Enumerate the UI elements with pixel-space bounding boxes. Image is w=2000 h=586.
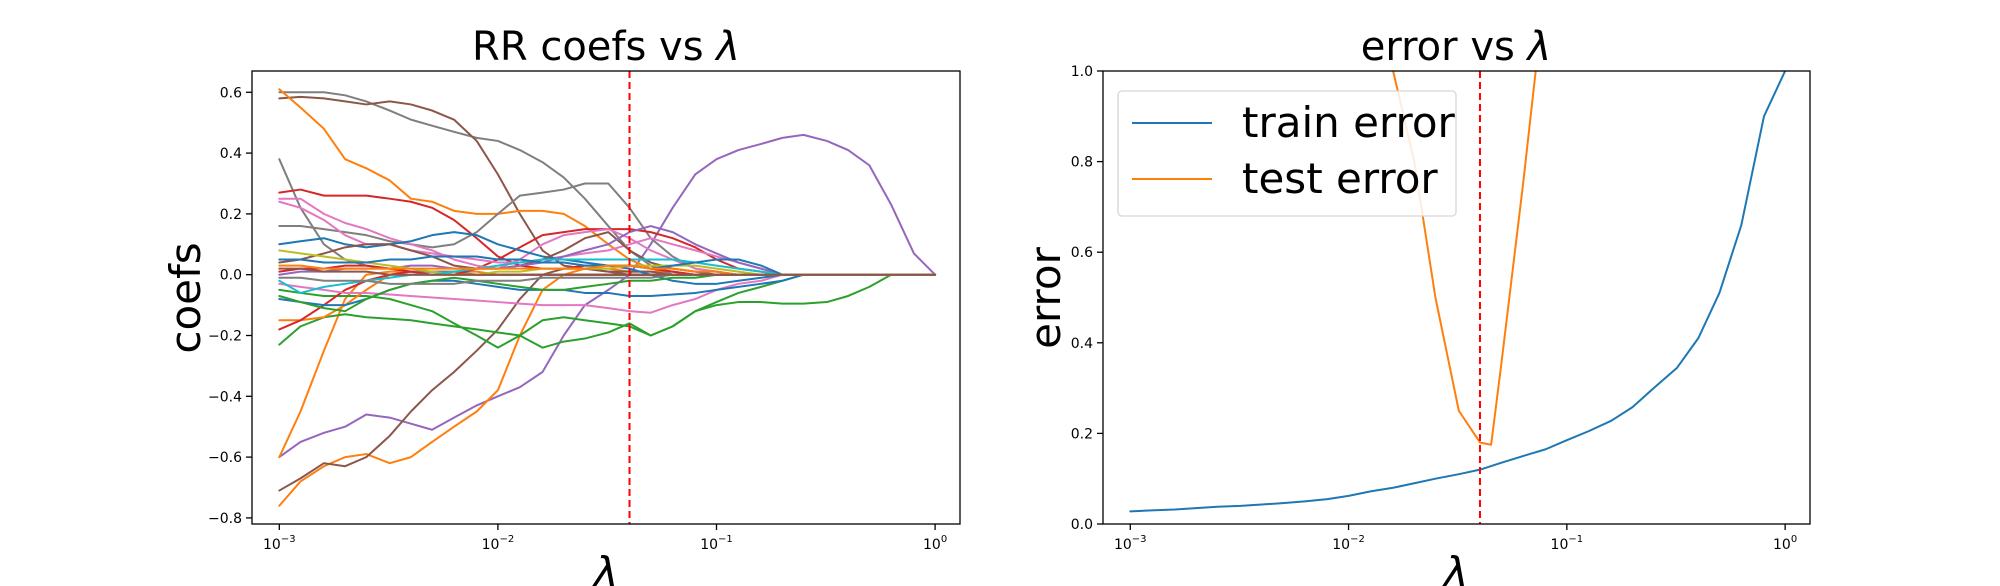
axes-frame — [1102, 70, 1811, 525]
chart-title-lambda: λ — [714, 24, 740, 70]
y-tick-label: −0.6 — [208, 450, 242, 466]
error-chart: error vs λ 10−3 10−2 10−1 100 0.00.20.40.60… — [1021, 24, 1811, 586]
coef-series-line-8 — [278, 270, 937, 331]
coef-series-line-13 — [278, 95, 937, 276]
x-tick-label: 10−2 — [482, 534, 515, 553]
chart-title-lambda: λ — [1526, 24, 1552, 70]
y-tick-label: 0.6 — [1071, 245, 1093, 261]
y-axis-label: error — [1021, 246, 1070, 348]
y-tick-label: 0.6 — [220, 85, 242, 101]
x-axis-ticks: 10−3 10−2 10−1 100 — [1114, 524, 1797, 553]
y-axis-label: coefs — [161, 242, 210, 353]
coef-series-line-1 — [278, 133, 937, 459]
x-axis-label: λ — [592, 548, 619, 586]
train-error-line — [1129, 71, 1787, 513]
x-tick-label: 10−3 — [1114, 534, 1147, 553]
coef-series-line-5 — [278, 273, 937, 349]
series-group — [278, 88, 937, 507]
x-tick-label: 100 — [1773, 534, 1797, 553]
coef-series-line-3 — [278, 267, 937, 492]
x-tick-label: 10−2 — [1332, 534, 1365, 553]
y-tick-label: 0.0 — [1071, 517, 1093, 533]
coef-series-line-29 — [278, 267, 937, 276]
coef-series-line-14 — [278, 88, 937, 276]
y-tick-label: 0.2 — [1071, 426, 1093, 442]
y-tick-label: −0.8 — [208, 511, 242, 527]
y-tick-label: 0.8 — [1071, 155, 1093, 171]
y-tick-label: 0.2 — [220, 207, 242, 223]
y-tick-label: 1.0 — [1071, 64, 1093, 80]
coef-series-line-20 — [278, 231, 937, 285]
y-axis-ticks: 0.0 0.2 0.4 0.6 0.8 1.0 — [1071, 64, 1103, 533]
x-tick-label: 10−1 — [1551, 534, 1584, 553]
coef-series-line-6 — [278, 273, 937, 349]
chart-title-prefix: error vs — [1361, 24, 1528, 70]
x-tick-label: 10−1 — [700, 534, 733, 553]
y-axis-ticks: −0.8 −0.6 −0.4 −0.2 0.0 0.2 0.4 0.6 — [208, 85, 252, 527]
axes-frame — [251, 70, 961, 525]
y-tick-label: 0.0 — [220, 268, 242, 284]
chart-title: RR coefs vs λ — [472, 24, 740, 70]
y-tick-label: 0.4 — [220, 146, 242, 162]
x-tick-label: 10−3 — [263, 534, 296, 553]
legend: train error test error — [1117, 90, 1457, 217]
coef-series-line-11 — [278, 158, 937, 276]
x-tick-label: 100 — [923, 534, 947, 553]
y-tick-label: −0.4 — [208, 389, 242, 405]
legend-label-test-error: test error — [1242, 154, 1438, 203]
coefs-chart: RR coefs vs λ 10−3 10−2 10−1 100 −0.8−0.6−0… — [161, 24, 961, 586]
chart-title-prefix: RR coefs vs — [472, 24, 716, 70]
x-axis-label: λ — [1442, 548, 1469, 586]
y-tick-label: −0.2 — [208, 329, 242, 345]
y-tick-label: 0.4 — [1071, 336, 1093, 352]
legend-label-train-error: train error — [1242, 98, 1456, 147]
x-axis-ticks: 10−3 10−2 10−1 100 — [263, 524, 947, 553]
coef-series-line-2 — [278, 267, 937, 507]
chart-title: error vs λ — [1361, 24, 1551, 70]
plot-area — [278, 71, 937, 524]
